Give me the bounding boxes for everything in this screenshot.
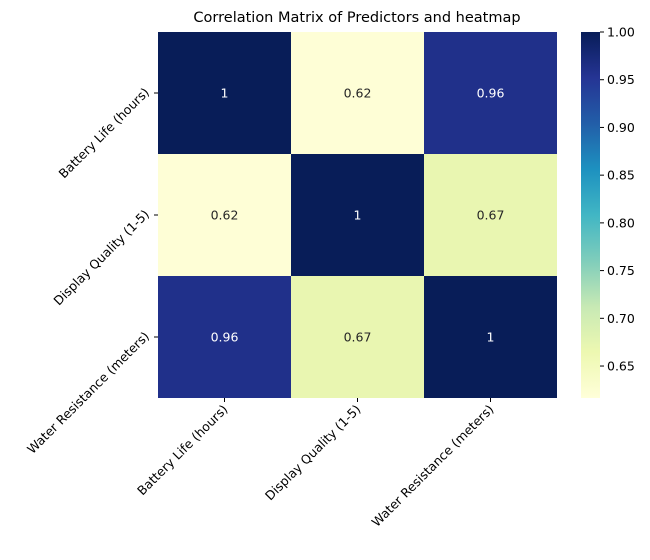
heatmap-cell bbox=[291, 32, 424, 154]
heatmap-cell bbox=[158, 32, 291, 154]
cell-value-label: 0.62 bbox=[344, 86, 372, 101]
colorbar-bar bbox=[581, 32, 600, 398]
x-tick-label: Water Resistance (meters) bbox=[369, 402, 497, 530]
heatmap-cells bbox=[158, 32, 557, 398]
colorbar-tick-label: 0.95 bbox=[607, 72, 635, 87]
x-tick-label: Battery Life (hours) bbox=[134, 402, 231, 499]
cell-value-label: 1 bbox=[354, 208, 362, 223]
heatmap-cell bbox=[424, 276, 557, 398]
colorbar-tick-label: 0.90 bbox=[607, 120, 635, 135]
cell-value-label: 0.67 bbox=[477, 208, 505, 223]
cell-value-label: 0.96 bbox=[211, 330, 239, 345]
chart-title: Correlation Matrix of Predictors and hea… bbox=[193, 10, 520, 26]
heatmap-cell bbox=[291, 154, 424, 276]
y-tick-label: Water Resistance (meters) bbox=[24, 329, 152, 457]
cell-value-label: 0.62 bbox=[211, 208, 239, 223]
heatmap-cell bbox=[158, 154, 291, 276]
heatmap-cell bbox=[291, 276, 424, 398]
colorbar-tick-label: 0.70 bbox=[607, 311, 635, 326]
colorbar-tick-label: 0.65 bbox=[607, 359, 635, 374]
heatmap-cell bbox=[158, 276, 291, 398]
heatmap-cell bbox=[424, 154, 557, 276]
colorbar-tick-label: 0.85 bbox=[607, 168, 635, 183]
colorbar-tick-label: 0.80 bbox=[607, 215, 635, 230]
colorbar: 0.65 0.70 0.75 0.80 0.85 0.90 0.95 1.00 bbox=[581, 25, 635, 398]
colorbar-tick-label: 0.75 bbox=[607, 263, 635, 278]
cell-value-label: 1 bbox=[487, 330, 495, 345]
y-tick-label: Battery Life (hours) bbox=[56, 85, 153, 182]
x-tick-label: Display Quality (1-5) bbox=[262, 402, 364, 504]
y-tick-label: Display Quality (1-5) bbox=[50, 207, 152, 309]
heatmap-cell bbox=[424, 32, 557, 154]
cell-value-label: 1 bbox=[221, 86, 229, 101]
y-axis: Battery Life (hours) Display Quality (1-5… bbox=[24, 85, 158, 457]
cell-value-label: 0.96 bbox=[477, 86, 505, 101]
cell-annotations: 1 0.62 0.96 0.62 1 0.67 0.96 0.67 1 bbox=[211, 86, 505, 345]
x-axis: Battery Life (hours) Display Quality (1-5… bbox=[134, 398, 497, 530]
cell-value-label: 0.67 bbox=[344, 330, 372, 345]
colorbar-tick-label: 1.00 bbox=[607, 25, 635, 40]
